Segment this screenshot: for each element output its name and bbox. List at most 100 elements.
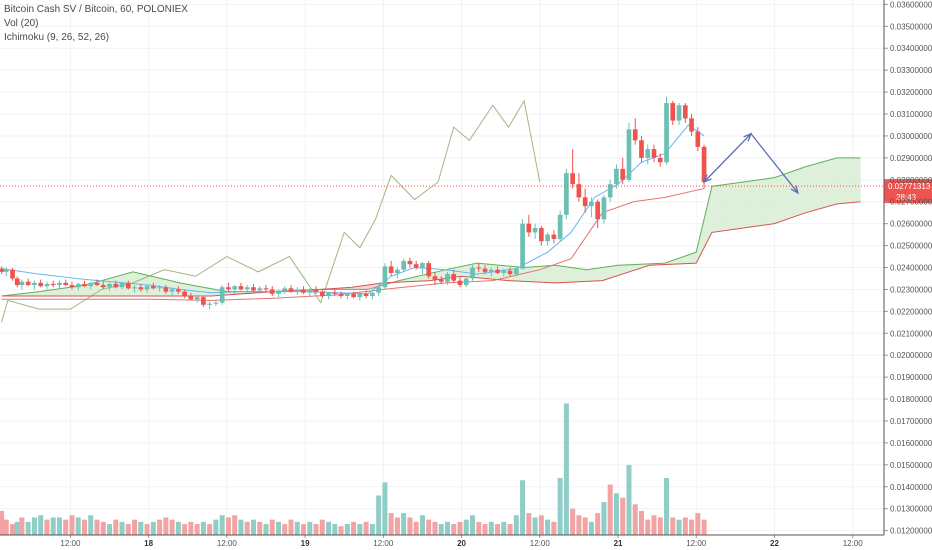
candle-body [19,281,25,286]
cloud-segment [843,157,846,204]
volume-bars [0,403,707,535]
candle-body [132,287,137,289]
x-tick-label: 20 [457,539,466,548]
candle-body [388,266,394,273]
y-tick-label: 0.03500000 [890,22,932,31]
cloud-segment [626,264,629,274]
y-tick-label: 0.02100000 [890,329,932,338]
volume-bar [282,524,288,535]
volume-bar [382,482,388,535]
y-tick-label: 0.02600000 [890,220,932,229]
cloud-segment [712,185,715,233]
volume-bar [426,519,432,535]
cloud-segment [690,252,694,264]
cloud-segment [546,265,550,283]
cloud-segment [744,181,747,229]
y-tick-label: 0.03300000 [890,66,932,75]
y-tick-label: 0.02500000 [890,242,932,251]
volume-bar [326,521,332,535]
cloud-segment [621,264,625,275]
candle-body [545,234,550,242]
volume-bar [44,519,50,535]
y-tick-label: 0.01400000 [890,483,932,492]
volume-bar [301,524,307,535]
candle-body [651,149,657,158]
candle-body [370,292,375,297]
candle-body [695,131,701,147]
volume-bar [169,519,175,535]
candle-body [188,296,194,300]
cloud-segment [602,266,606,281]
volume-bar [257,521,263,535]
volume-bar [570,508,576,535]
cloud-segment [793,169,797,218]
volume-bar [188,521,194,535]
y-tick-label: 0.03600000 [890,0,932,9]
volume-bar [601,502,607,535]
cloud-segment [568,266,571,283]
candle-body [125,282,131,289]
candle-body [401,260,407,270]
volume-bar [194,524,200,535]
cloud-segment [729,183,732,231]
volume-bar [14,521,20,535]
cloud-segment [467,264,470,278]
cloud-segment [527,266,531,282]
volume-bar [88,515,94,535]
candle-body [626,129,632,180]
candle-body [526,223,532,233]
cloud-segment [536,266,539,283]
candle-body [451,274,457,281]
volume-bar [613,493,619,535]
cloud-segment [65,287,69,297]
volume-bar [225,517,231,535]
volume-bar [657,517,663,535]
volume-bar [588,521,594,535]
cloud-segment [475,262,479,279]
cloud-segment [684,255,687,264]
cloud-segment [570,267,574,283]
volume-bar [125,524,131,535]
candle-body [276,290,281,294]
cloud-segment [819,161,823,210]
candle-body [257,288,263,291]
x-tick-label: 12:00 [373,539,394,548]
cloud-segment [80,285,84,297]
candle-body [244,287,250,290]
candle-body [75,283,81,288]
candle-body [607,184,613,198]
volume-bar [401,513,407,535]
volume-bar [626,464,632,535]
cloud-segment [686,254,689,264]
candle-body [376,287,381,293]
projection-arrow [702,132,799,195]
candle-body [32,282,37,286]
chikou-span-line [1,99,541,323]
cloud-segment [714,185,717,233]
candle-body [445,274,450,282]
y-tick-label: 0.01300000 [890,505,932,514]
y-tick-label: 0.01800000 [890,395,932,404]
candle-body [144,286,150,290]
y-tick-label: 0.03000000 [890,132,932,141]
volume-bar [407,517,413,535]
candle-body [119,282,125,288]
legend-symbol: Bitcoin Cash SV / Bitcoin, 60, POLONIEX [4,4,188,15]
y-tick-label: 0.02200000 [890,307,932,316]
cloud-segment [813,163,816,211]
cloud-segment [840,157,844,204]
candle-body [313,289,319,292]
volume-bar [344,524,350,535]
cloud-segment [780,174,784,222]
cloud-segment [574,267,578,283]
candle-body [82,283,87,287]
candle-body [582,197,588,207]
volume-bar [319,519,325,535]
candle-body [176,289,181,292]
cloud-segment [750,180,754,228]
candle-body [232,286,238,290]
cloud-segment [437,270,440,280]
candle-body [539,228,544,242]
candle-body [657,157,663,163]
